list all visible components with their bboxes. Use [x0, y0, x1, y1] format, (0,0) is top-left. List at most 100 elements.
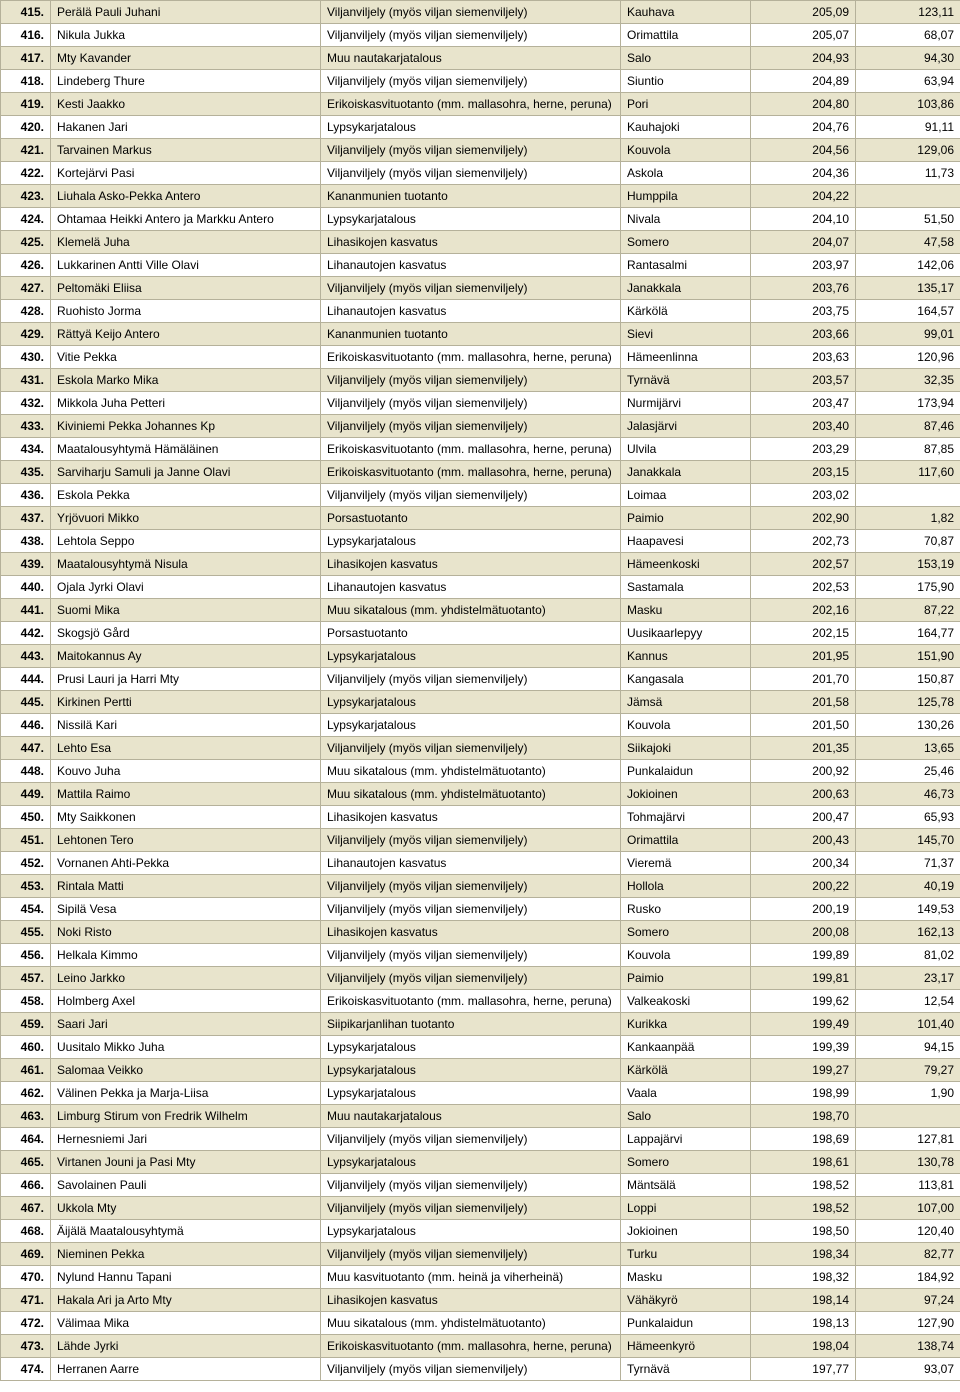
table-row: 449.Mattila RaimoMuu sikatalous (mm. yhd… — [1, 783, 960, 806]
row-type: Erikoiskasvituotanto (mm. mallasohra, he… — [321, 438, 621, 461]
row-name: Ojala Jyrki Olavi — [51, 576, 321, 599]
row-name: Mty Kavander — [51, 47, 321, 70]
row-index: 452. — [1, 852, 51, 875]
row-value1: 200,08 — [751, 921, 856, 944]
row-index: 431. — [1, 369, 51, 392]
row-value1: 198,34 — [751, 1243, 856, 1266]
row-type: Lihanautojen kasvatus — [321, 300, 621, 323]
row-location: Masku — [621, 599, 751, 622]
row-type: Viljanviljely (myös viljan siemenviljely… — [321, 484, 621, 507]
row-index: 462. — [1, 1082, 51, 1105]
row-value2 — [856, 185, 960, 208]
row-value1: 203,29 — [751, 438, 856, 461]
table-row: 420.Hakanen JariLypsykarjatalousKauhajok… — [1, 116, 960, 139]
row-location: Hämeenkyrö — [621, 1335, 751, 1358]
row-value1: 199,27 — [751, 1059, 856, 1082]
row-name: Hernesniemi Jari — [51, 1128, 321, 1151]
row-index: 466. — [1, 1174, 51, 1197]
row-value1: 204,80 — [751, 93, 856, 116]
row-value2: 164,57 — [856, 300, 960, 323]
row-name: Vornanen Ahti-Pekka — [51, 852, 321, 875]
table-row: 470.Nylund Hannu TapaniMuu kasvituotanto… — [1, 1266, 960, 1289]
row-location: Hollola — [621, 875, 751, 898]
row-value1: 198,04 — [751, 1335, 856, 1358]
table-row: 416.Nikula JukkaViljanviljely (myös vilj… — [1, 24, 960, 47]
row-index: 471. — [1, 1289, 51, 1312]
row-location: Lappajärvi — [621, 1128, 751, 1151]
row-type: Viljanviljely (myös viljan siemenviljely… — [321, 875, 621, 898]
row-value2: 149,53 — [856, 898, 960, 921]
row-index: 434. — [1, 438, 51, 461]
row-value2: 68,07 — [856, 24, 960, 47]
row-value1: 201,50 — [751, 714, 856, 737]
row-name: Saari Jari — [51, 1013, 321, 1036]
row-name: Maatalousyhtymä Nisula — [51, 553, 321, 576]
row-location: Siuntio — [621, 70, 751, 93]
row-index: 427. — [1, 277, 51, 300]
row-value1: 201,95 — [751, 645, 856, 668]
row-value1: 198,52 — [751, 1197, 856, 1220]
row-location: Kouvola — [621, 139, 751, 162]
row-location: Salo — [621, 47, 751, 70]
row-type: Erikoiskasvituotanto (mm. mallasohra, he… — [321, 990, 621, 1013]
row-name: Virtanen Jouni ja Pasi Mty — [51, 1151, 321, 1174]
row-value1: 198,61 — [751, 1151, 856, 1174]
row-value1: 204,07 — [751, 231, 856, 254]
table-row: 474.Herranen AarreViljanviljely (myös vi… — [1, 1358, 960, 1381]
row-name: Mattila Raimo — [51, 783, 321, 806]
row-value2: 150,87 — [856, 668, 960, 691]
row-location: Humppila — [621, 185, 751, 208]
row-index: 438. — [1, 530, 51, 553]
row-name: Nikula Jukka — [51, 24, 321, 47]
row-value1: 197,77 — [751, 1358, 856, 1381]
row-value2: 184,92 — [856, 1266, 960, 1289]
row-value2: 162,13 — [856, 921, 960, 944]
row-index: 433. — [1, 415, 51, 438]
row-value1: 204,36 — [751, 162, 856, 185]
row-name: Eskola Marko Mika — [51, 369, 321, 392]
row-value1: 200,22 — [751, 875, 856, 898]
table-row: 429.Rättyä Keijo AnteroKananmunien tuota… — [1, 323, 960, 346]
row-value2: 125,78 — [856, 691, 960, 714]
row-name: Maatalousyhtymä Hämäläinen — [51, 438, 321, 461]
row-type: Muu kasvituotanto (mm. heinä ja viherhei… — [321, 1266, 621, 1289]
row-name: Holmberg Axel — [51, 990, 321, 1013]
row-type: Lypsykarjatalous — [321, 116, 621, 139]
row-name: Salomaa Veikko — [51, 1059, 321, 1082]
table-row: 433.Kiviniemi Pekka Johannes KpViljanvil… — [1, 415, 960, 438]
table-row: 459.Saari JariSiipikarjanlihan tuotantoK… — [1, 1013, 960, 1036]
row-name: Sipilä Vesa — [51, 898, 321, 921]
row-location: Kangasala — [621, 668, 751, 691]
row-location: Vaala — [621, 1082, 751, 1105]
row-value1: 205,09 — [751, 1, 856, 24]
row-location: Orimattila — [621, 24, 751, 47]
row-value1: 200,34 — [751, 852, 856, 875]
row-index: 463. — [1, 1105, 51, 1128]
table-row: 444.Prusi Lauri ja Harri MtyViljanviljel… — [1, 668, 960, 691]
row-index: 456. — [1, 944, 51, 967]
row-location: Askola — [621, 162, 751, 185]
row-value2: 23,17 — [856, 967, 960, 990]
row-index: 428. — [1, 300, 51, 323]
data-table: 415.Perälä Pauli JuhaniViljanviljely (my… — [0, 0, 960, 1381]
row-type: Viljanviljely (myös viljan siemenviljely… — [321, 24, 621, 47]
row-index: 444. — [1, 668, 51, 691]
row-location: Turku — [621, 1243, 751, 1266]
table-row: 445.Kirkinen PerttiLypsykarjatalousJämsä… — [1, 691, 960, 714]
row-index: 416. — [1, 24, 51, 47]
row-type: Erikoiskasvituotanto (mm. mallasohra, he… — [321, 93, 621, 116]
table-row: 466.Savolainen PauliViljanviljely (myös … — [1, 1174, 960, 1197]
row-value2: 87,85 — [856, 438, 960, 461]
row-value1: 198,50 — [751, 1220, 856, 1243]
table-row: 417.Mty KavanderMuu nautakarjatalousSalo… — [1, 47, 960, 70]
table-row: 446.Nissilä KariLypsykarjatalousKouvola2… — [1, 714, 960, 737]
row-value2: 65,93 — [856, 806, 960, 829]
row-name: Ruohisto Jorma — [51, 300, 321, 323]
row-name: Savolainen Pauli — [51, 1174, 321, 1197]
row-value1: 200,19 — [751, 898, 856, 921]
row-index: 424. — [1, 208, 51, 231]
row-value1: 198,13 — [751, 1312, 856, 1335]
row-location: Kouvola — [621, 944, 751, 967]
row-type: Lypsykarjatalous — [321, 530, 621, 553]
row-index: 437. — [1, 507, 51, 530]
